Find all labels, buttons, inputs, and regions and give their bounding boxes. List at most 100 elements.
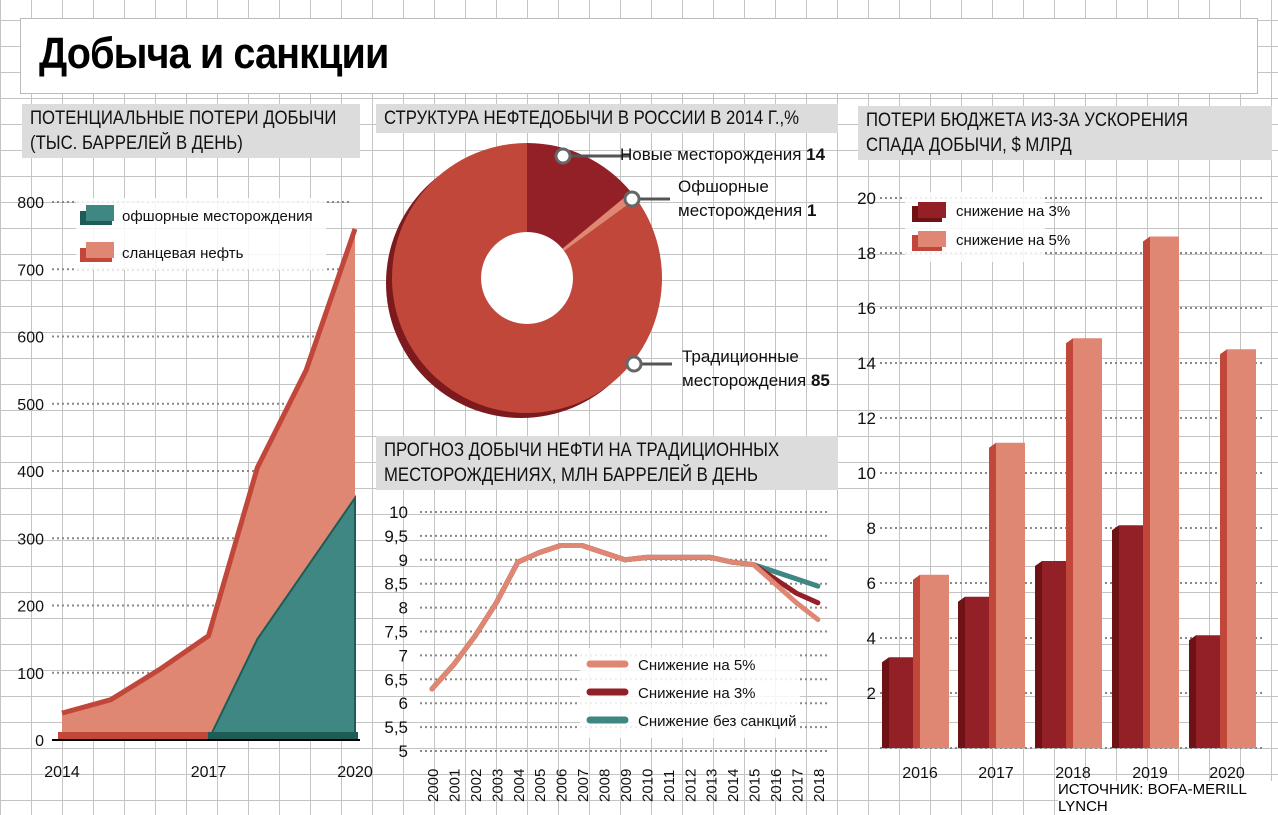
bar-снижение на 5% bbox=[1227, 349, 1256, 748]
x-tick-label: 2010 bbox=[639, 769, 656, 802]
legend-label: Снижение без санкций bbox=[638, 713, 797, 730]
y-tick-label: 14 bbox=[857, 354, 876, 373]
bar-снижение на 5% bbox=[1150, 236, 1179, 748]
slice-value: 14 bbox=[801, 145, 825, 164]
x-tick-label: 2007 bbox=[575, 769, 592, 802]
bar-chart-title: ПОТЕРИ БЮДЖЕТА ИЗ-ЗА УСКОРЕНИЯ СПАДА ДОБЫ… bbox=[858, 106, 1272, 160]
x-tick-label: 2020 bbox=[337, 764, 373, 781]
series-edge-shale bbox=[61, 228, 358, 716]
x-tick-label: 2005 bbox=[532, 769, 549, 802]
x-tick-label: 2016 bbox=[768, 769, 785, 802]
y-tick-label: 20 bbox=[857, 189, 876, 208]
x-tick-label: 2018 bbox=[811, 769, 828, 802]
legend-label: снижение на 5% bbox=[956, 232, 1070, 249]
pie-slice bbox=[527, 143, 632, 249]
legend-swatch bbox=[86, 242, 114, 258]
y-tick-label: 0 bbox=[35, 733, 44, 750]
bar-side bbox=[1112, 525, 1119, 748]
x-tick-label: 2000 bbox=[425, 769, 442, 802]
y-tick-label: 800 bbox=[17, 195, 44, 212]
y-tick-label: 2 bbox=[867, 684, 876, 703]
x-tick-label: 2017 bbox=[978, 765, 1014, 782]
legend-swatch bbox=[918, 202, 946, 218]
legend-swatch bbox=[918, 231, 946, 247]
x-tick-label: 2018 bbox=[1055, 765, 1091, 782]
y-tick-label: 4 bbox=[867, 629, 876, 648]
bar-side bbox=[958, 596, 965, 748]
y-tick-label: 9 bbox=[399, 551, 408, 570]
bar-снижение на 5% bbox=[920, 574, 949, 748]
y-tick-label: 8 bbox=[399, 599, 408, 618]
x-tick-label: 2003 bbox=[489, 769, 506, 802]
y-tick-label: 6,5 bbox=[384, 670, 408, 689]
title-line: ПОТЕРИ БЮДЖЕТА ИЗ-ЗА УСКОРЕНИЯ bbox=[866, 110, 1189, 131]
y-tick-label: 8,5 bbox=[384, 575, 408, 594]
y-tick-label: 6 bbox=[399, 694, 408, 713]
slice-value: 1 bbox=[802, 201, 816, 220]
bar-side bbox=[1035, 561, 1042, 748]
bar-side bbox=[913, 574, 920, 748]
bar-side bbox=[1066, 338, 1073, 748]
legend-bg bbox=[76, 198, 326, 270]
x-tick-label: 2009 bbox=[618, 769, 635, 802]
x-tick-label: 2002 bbox=[468, 769, 485, 802]
x-tick-label: 2006 bbox=[554, 769, 571, 802]
y-tick-label: 500 bbox=[17, 397, 44, 414]
y-tick-label: 10 bbox=[857, 464, 876, 483]
y-tick-label: 7,5 bbox=[384, 623, 408, 642]
x-tick-label: 2004 bbox=[511, 769, 528, 802]
callout-dot bbox=[625, 355, 643, 373]
slice-label: месторождения 85 bbox=[682, 371, 830, 390]
pie-slice bbox=[392, 142, 662, 413]
x-tick-label: 2013 bbox=[704, 769, 721, 802]
x-tick-label: 2017 bbox=[191, 764, 227, 781]
legend-label: офшорные месторождения bbox=[122, 208, 313, 225]
slice-label: месторождения 1 bbox=[678, 201, 816, 220]
y-tick-label: 7 bbox=[399, 646, 408, 665]
slice-label: Офшорные bbox=[678, 177, 769, 196]
y-tick-label: 18 bbox=[857, 244, 876, 263]
bar-side bbox=[1143, 236, 1150, 748]
x-tick-label: 2014 bbox=[44, 764, 80, 781]
legend-label: Снижение на 3% bbox=[638, 685, 756, 702]
x-tick-label: 2001 bbox=[446, 769, 463, 802]
x-tick-label: 2012 bbox=[682, 769, 699, 802]
bar-side bbox=[1220, 349, 1227, 748]
y-tick-label: 100 bbox=[17, 666, 44, 683]
title-line: (ТЫС. БАРРЕЛЕЙ В ДЕНЬ) bbox=[30, 133, 243, 154]
x-tick-label: 2015 bbox=[747, 769, 764, 802]
callout-dot bbox=[623, 190, 641, 208]
x-tick-label: 2016 bbox=[902, 765, 938, 782]
page-title: Добыча и санкции bbox=[39, 29, 389, 78]
legend-label: снижение на 3% bbox=[956, 203, 1070, 220]
base-edge bbox=[208, 732, 358, 740]
legend-swatch bbox=[86, 205, 114, 221]
slice-label: Традиционные bbox=[682, 347, 799, 366]
bar-снижение на 5% bbox=[996, 442, 1025, 748]
x-tick-label: 2008 bbox=[597, 769, 614, 802]
bar-side bbox=[989, 442, 996, 748]
y-tick-label: 5,5 bbox=[384, 718, 408, 737]
base-edge bbox=[58, 732, 208, 740]
bar-side bbox=[1189, 635, 1196, 748]
y-tick-label: 200 bbox=[17, 599, 44, 616]
y-tick-label: 300 bbox=[17, 531, 44, 548]
y-tick-label: 16 bbox=[857, 299, 876, 318]
callout-dot bbox=[554, 147, 572, 165]
legend-label: сланцевая нефть bbox=[122, 245, 244, 262]
y-tick-label: 10 bbox=[389, 503, 408, 522]
line-chart-title: ПРОГНОЗ ДОБЫЧИ НЕФТИ НА ТРАДИЦИОННЫХ МЕСТ… bbox=[376, 436, 838, 490]
y-tick-label: 9,5 bbox=[384, 527, 408, 546]
x-tick-label: 2017 bbox=[789, 769, 806, 802]
area-chart-title: ПОТЕНЦИАЛЬНЫЕ ПОТЕРИ ДОБЫЧИ (ТЫС. БАРРЕЛЕ… bbox=[22, 104, 360, 158]
y-tick-label: 12 bbox=[857, 409, 876, 428]
bar-side bbox=[882, 657, 889, 748]
x-tick-label: 2019 bbox=[1132, 765, 1168, 782]
y-tick-label: 8 bbox=[867, 519, 876, 538]
slice-value: 85 bbox=[806, 371, 830, 390]
y-tick-label: 6 bbox=[867, 574, 876, 593]
series-line bbox=[429, 542, 821, 692]
title-line: ПРОГНОЗ ДОБЫЧИ НЕФТИ НА ТРАДИЦИОННЫХ bbox=[384, 440, 780, 461]
bar-снижение на 5% bbox=[1073, 338, 1102, 748]
